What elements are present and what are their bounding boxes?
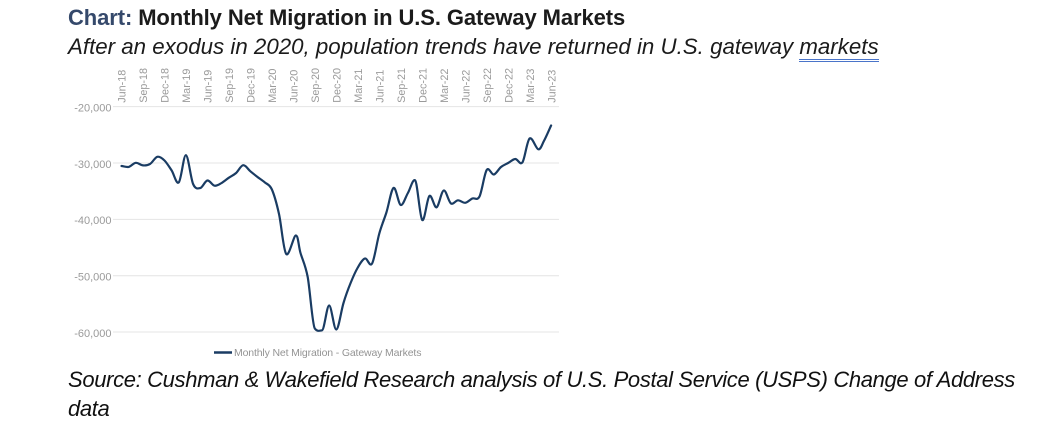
svg-text:Jun-21: Jun-21 (375, 70, 387, 103)
svg-text:Monthly Net Migration - Gatewa: Monthly Net Migration - Gateway Markets (234, 347, 421, 359)
svg-text:Jun-23: Jun-23 (546, 70, 558, 103)
svg-text:-20,000: -20,000 (74, 102, 111, 114)
svg-text:Jun-18: Jun-18 (117, 70, 129, 103)
svg-text:Dec-18: Dec-18 (160, 68, 172, 103)
svg-text:Jun-20: Jun-20 (289, 70, 301, 103)
svg-text:Jun-19: Jun-19 (203, 70, 215, 103)
svg-text:Sep-19: Sep-19 (224, 68, 236, 103)
svg-text:Dec-19: Dec-19 (246, 68, 258, 103)
svg-text:Sep-20: Sep-20 (310, 68, 322, 103)
svg-text:Mar-19: Mar-19 (181, 69, 193, 103)
svg-text:Mar-23: Mar-23 (525, 69, 537, 103)
svg-text:-50,000: -50,000 (74, 272, 111, 284)
svg-text:Jun-22: Jun-22 (460, 70, 472, 103)
svg-text:-60,000: -60,000 (74, 328, 111, 340)
svg-text:Mar-20: Mar-20 (267, 69, 279, 103)
svg-text:-40,000: -40,000 (74, 215, 111, 227)
svg-text:Sep-18: Sep-18 (138, 68, 150, 103)
svg-text:Dec-21: Dec-21 (417, 68, 429, 103)
svg-text:Dec-22: Dec-22 (503, 68, 515, 103)
svg-text:Sep-22: Sep-22 (482, 68, 494, 103)
svg-text:Dec-20: Dec-20 (332, 68, 344, 103)
svg-text:-30,000: -30,000 (74, 159, 111, 171)
svg-text:Mar-22: Mar-22 (439, 69, 451, 103)
svg-text:Mar-21: Mar-21 (353, 69, 365, 103)
svg-text:Sep-21: Sep-21 (396, 68, 408, 103)
